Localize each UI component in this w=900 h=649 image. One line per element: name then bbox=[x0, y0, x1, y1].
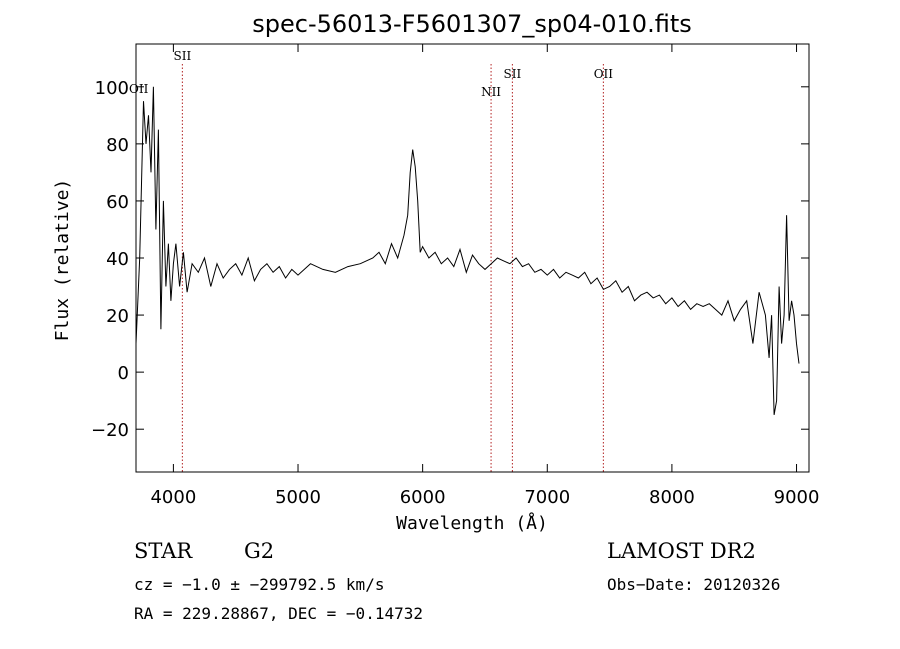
x-tick-label: 5000 bbox=[275, 487, 321, 508]
object-class: STAR bbox=[134, 539, 193, 563]
x-tick-label: 9000 bbox=[774, 487, 820, 508]
x-tick-label: 8000 bbox=[649, 487, 695, 508]
x-axis-label: Wavelength (Å) bbox=[396, 512, 548, 534]
y-tick-label: 40 bbox=[106, 249, 129, 270]
x-tick-label: 7000 bbox=[524, 487, 570, 508]
object-subclass: G2 bbox=[244, 539, 274, 563]
edge-line-label: OII bbox=[129, 82, 149, 96]
redshift-cz: cz = −1.0 ± −299792.5 km/s bbox=[134, 575, 384, 594]
y-axis-label: Flux (relative) bbox=[52, 179, 73, 342]
emission-line-label: SII bbox=[174, 49, 192, 63]
coordinates: RA = 229.28867, DEC = −0.14732 bbox=[134, 604, 423, 623]
observation-date: Obs−Date: 20120326 bbox=[607, 575, 780, 594]
y-tick-label: 20 bbox=[106, 306, 129, 327]
chart-title: spec-56013-F5601307_sp04-010.fits bbox=[252, 10, 691, 38]
y-axis-ticks: −20 0 20 40 60 80 100 bbox=[91, 78, 809, 441]
y-tick-label: −20 bbox=[91, 420, 129, 441]
y-tick-label: 100 bbox=[95, 78, 129, 99]
x-axis-ticks: 4000 5000 6000 7000 8000 9000 bbox=[150, 44, 819, 508]
emission-line-label: OII bbox=[594, 67, 614, 81]
plot-frame bbox=[135, 43, 810, 473]
emission-line-label: SII bbox=[504, 67, 522, 81]
series-group bbox=[136, 86, 800, 415]
y-tick-label: 60 bbox=[106, 192, 129, 213]
survey-name: LAMOST DR2 bbox=[607, 539, 756, 563]
x-tick-label: 4000 bbox=[150, 487, 196, 508]
emission-line-label: NII bbox=[481, 85, 501, 99]
y-tick-label: 80 bbox=[106, 135, 129, 156]
y-tick-label: 0 bbox=[118, 363, 129, 384]
x-tick-label: 6000 bbox=[400, 487, 446, 508]
spectrum-line bbox=[136, 86, 800, 415]
